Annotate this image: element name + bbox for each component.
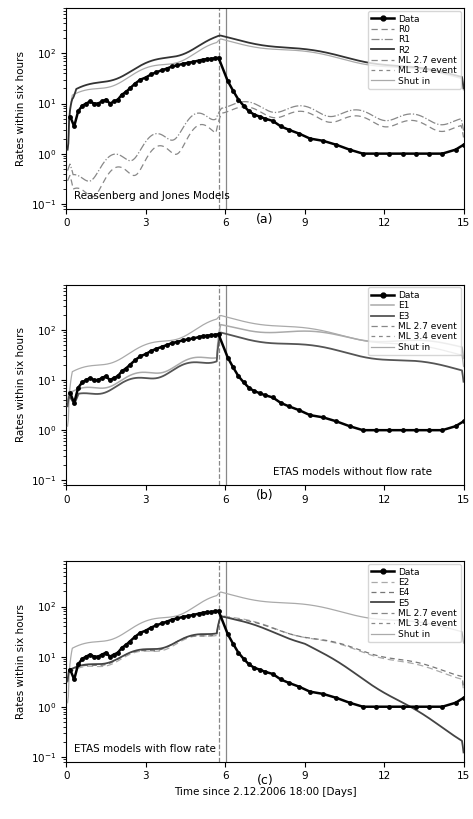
Text: (c): (c) [256, 774, 273, 787]
Data [216, 53, 221, 63]
Data [278, 121, 284, 131]
Legend: Data, E2, E4, E5, ML 2.7 event, ML 3.4 event, Shut in: Data, E2, E4, E5, ML 2.7 event, ML 3.4 e… [368, 564, 461, 642]
Y-axis label: Rates within six hours: Rates within six hours [16, 604, 26, 719]
Data [103, 95, 109, 105]
Data [91, 98, 97, 108]
Data [127, 84, 132, 93]
Text: ETAS models without flow rate: ETAS models without flow rate [273, 467, 432, 477]
Legend: Data, R0, R1, R2, ML 2.7 event, ML 3.4 event, Shut in: Data, R0, R1, R2, ML 2.7 event, ML 3.4 e… [368, 11, 461, 89]
Text: (b): (b) [256, 489, 274, 502]
Data [75, 106, 81, 116]
Data [67, 111, 73, 121]
Line: Data: Data [68, 56, 466, 156]
Y-axis label: Rates within six hours: Rates within six hours [16, 328, 26, 442]
Text: (a): (a) [256, 213, 273, 225]
Data [360, 149, 366, 159]
Data [204, 54, 210, 64]
Legend: Data, E1, E3, ML 2.7 event, ML 3.4 event, Shut in: Data, E1, E3, ML 2.7 event, ML 3.4 event… [368, 287, 461, 355]
Text: Reasenberg and Jones Models: Reasenberg and Jones Models [74, 191, 230, 201]
Y-axis label: Rates within six hours: Rates within six hours [16, 51, 26, 166]
Text: ETAS models with flow rate: ETAS models with flow rate [74, 744, 216, 753]
X-axis label: Time since 2.12.2006 18:00 [Days]: Time since 2.12.2006 18:00 [Days] [174, 787, 356, 797]
Data [461, 140, 466, 150]
